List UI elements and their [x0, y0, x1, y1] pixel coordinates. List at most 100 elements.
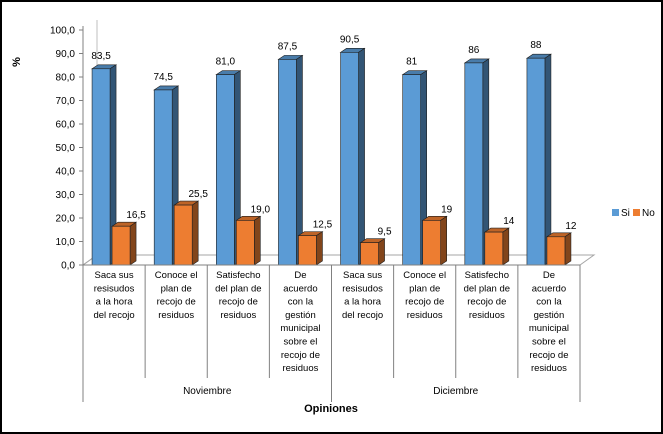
- data-label: 74,5: [153, 72, 173, 83]
- data-label: 19: [441, 204, 453, 215]
- x-category-label-line: del plan de: [215, 283, 261, 294]
- bar-si: [91, 64, 118, 266]
- bar-no: [545, 232, 572, 266]
- data-label: 86: [468, 45, 480, 56]
- x-category-label-line: acuerdo: [283, 283, 317, 294]
- bar-side-face: [358, 47, 365, 266]
- x-category-label-line: residuos: [282, 363, 318, 374]
- data-label: 83,5: [91, 51, 111, 62]
- bar-side-face: [254, 215, 261, 266]
- bar-no: [235, 215, 262, 266]
- data-label: 9,5: [378, 227, 392, 238]
- x-category-label-line: recojo de: [219, 297, 258, 308]
- bar-front-face: [91, 68, 111, 266]
- y-tick-label: 40,0: [56, 167, 76, 178]
- x-group-label: Noviembre: [183, 386, 232, 397]
- data-label: 90,5: [340, 34, 360, 45]
- bar-front-face: [360, 242, 379, 266]
- x-category-label-line: recojo de: [467, 297, 506, 308]
- bar-front-face: [278, 59, 297, 266]
- bar-side-face: [544, 53, 552, 266]
- x-category-label-line: Satisfecho: [465, 270, 509, 281]
- x-category-label: Conoce el plan de recojo de residuos: [155, 270, 198, 321]
- x-category-label-line: De: [294, 270, 306, 281]
- x-category-label-line: recojo de: [405, 297, 444, 308]
- y-tick-label: 50,0: [56, 143, 76, 154]
- x-category-label-line: Conoce el: [403, 270, 446, 281]
- legend-swatch: [612, 209, 619, 216]
- x-axis: Saca sus resisudos a la hora del recojo Cono…: [82, 264, 581, 402]
- x-category-label: Satisfecho del plan de recojo de residuos: [215, 270, 261, 321]
- bar-front-face: [464, 62, 484, 266]
- x-category-label: De acuerdo con la gestión municipal sobre el r…: [529, 270, 569, 374]
- bar-front-face: [298, 235, 317, 266]
- data-label: 88: [530, 40, 542, 51]
- x-category-label-line: con la: [288, 297, 314, 308]
- y-tick-label: 10,0: [56, 237, 76, 248]
- bar-no: [483, 227, 510, 266]
- x-category-label-line: resisudos: [342, 283, 383, 294]
- y-tick-label: 70,0: [56, 96, 76, 107]
- x-category-label: Satisfecho del plan de recojo de residuos: [464, 270, 510, 321]
- x-category-label-line: a la hora: [96, 297, 134, 308]
- x-category-label-line: gestión: [534, 310, 565, 321]
- data-label: 81: [406, 57, 418, 68]
- bar-no: [111, 221, 138, 266]
- x-category-label-line: residuos: [531, 363, 567, 374]
- bar-no: [359, 238, 386, 266]
- bar-si: [525, 53, 552, 266]
- x-category-label-line: residuos: [220, 310, 256, 321]
- bar-front-face: [153, 89, 173, 266]
- x-category-label-line: residuos: [469, 310, 505, 321]
- data-label: 12: [565, 221, 577, 232]
- bar-front-face: [340, 52, 359, 266]
- bar-no: [297, 231, 324, 266]
- x-group-label: Diciembre: [433, 386, 478, 397]
- y-tick-label: 80,0: [56, 73, 76, 84]
- bar-front-face: [526, 57, 546, 266]
- y-axis-title: %: [11, 57, 23, 67]
- bar-side-face: [378, 238, 385, 266]
- y-tick-label: 20,0: [56, 214, 76, 225]
- x-category-label-line: municipal: [280, 323, 320, 334]
- bar-front-face: [216, 74, 235, 266]
- bar-front-face: [546, 236, 566, 266]
- data-label: 19,0: [251, 204, 271, 215]
- data-label: 81,0: [216, 57, 236, 68]
- x-category-label-line: recojo de: [529, 350, 568, 361]
- y-tick-label: 60,0: [56, 120, 76, 131]
- data-label: 87,5: [278, 41, 298, 52]
- legend: Si No: [612, 208, 655, 219]
- data-label: 16,5: [126, 210, 146, 221]
- x-category-label: Saca sus resisudos a la hora del recojo: [93, 270, 134, 321]
- bar-side-face: [316, 231, 323, 266]
- bar-side-face: [502, 227, 510, 266]
- x-category-label-line: plan de: [161, 283, 192, 294]
- x-category-label-line: del recojo: [93, 310, 134, 321]
- x-category-label-line: Saca sus: [343, 270, 382, 281]
- legend-label: Si: [621, 208, 630, 219]
- x-category-label-line: sobre el: [284, 337, 318, 348]
- x-category-label-line: Conoce el: [155, 270, 198, 281]
- y-tick-label: 0,0: [61, 261, 75, 272]
- x-category-label-line: municipal: [529, 323, 569, 334]
- bar-si: [153, 85, 180, 266]
- bar-front-face: [236, 220, 255, 266]
- bar-side-face: [191, 200, 199, 266]
- bars: [91, 47, 572, 266]
- x-category-label-line: a la hora: [344, 297, 382, 308]
- bar-front-face: [402, 74, 421, 266]
- x-category-label-line: acuerdo: [532, 283, 566, 294]
- x-category-label-line: Satisfecho: [216, 270, 260, 281]
- y-tick-label: 100,0: [50, 26, 75, 37]
- bar-front-face: [173, 204, 193, 266]
- bar-front-face: [422, 220, 441, 266]
- bar-no: [173, 200, 200, 266]
- x-axis-title: Opiniones: [304, 403, 358, 415]
- x-category-label-line: del recojo: [342, 310, 383, 321]
- bar-front-face: [484, 231, 504, 266]
- data-label: 12,5: [313, 220, 333, 231]
- x-category-label-line: residuos: [407, 310, 443, 321]
- y-axis: 0,0 10,0 20,0 30,0 40,0 50,0 60,0 70,0 80,0 90,0 1…: [50, 26, 84, 272]
